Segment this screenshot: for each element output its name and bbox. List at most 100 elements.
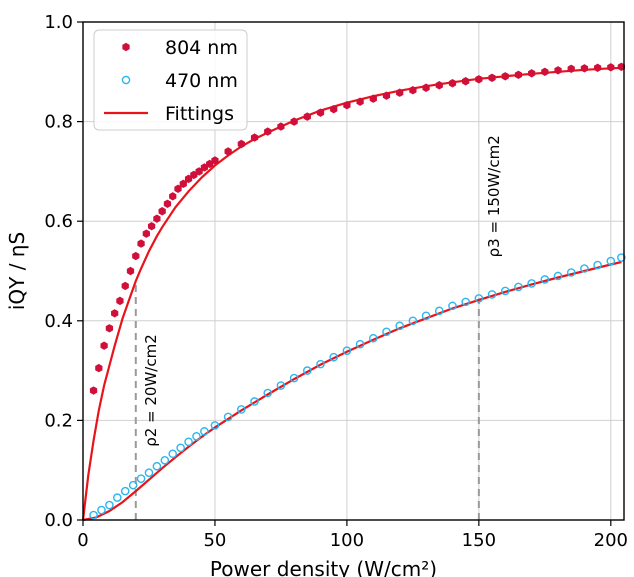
data-point-470nm (184, 437, 193, 447)
data-point-470nm (128, 480, 138, 490)
legend-label-804nm: 804 nm (165, 37, 238, 59)
data-point-804nm (369, 94, 377, 103)
y-tick-label: 0.4 (44, 311, 73, 332)
data-point-470nm (303, 366, 312, 375)
data-point-804nm (264, 127, 272, 136)
y-tick-label: 0.6 (44, 211, 73, 232)
data-point-470nm (606, 256, 616, 266)
data-point-804nm (435, 81, 443, 90)
data-point-804nm (501, 72, 509, 81)
series-804nm-points (89, 62, 625, 395)
data-point-804nm (132, 251, 140, 261)
data-point-804nm (567, 64, 575, 74)
data-point-470nm (448, 301, 457, 311)
data-point-804nm (488, 73, 496, 82)
data-point-470nm (152, 461, 162, 471)
data-point-804nm (554, 66, 562, 75)
data-point-804nm (100, 341, 108, 350)
data-point-804nm (126, 266, 135, 276)
data-point-470nm (474, 294, 484, 303)
data-point-804nm (330, 104, 338, 114)
data-point-470nm (276, 381, 286, 390)
data-point-804nm (158, 207, 166, 216)
ticks: 0 50 100 150 200 0.0 0.2 0.4 0.6 0.8 1.0 (44, 12, 628, 551)
x-axis-title: Power density (W/cm²) (210, 557, 437, 577)
data-point-804nm (475, 75, 483, 84)
annotation-label: ρ2 = 20W/cm2 (142, 334, 160, 447)
data-point-470nm (237, 405, 246, 414)
data-point-804nm (462, 77, 470, 86)
data-point-804nm (580, 64, 589, 73)
data-point-804nm (356, 97, 364, 106)
data-point-470nm (461, 297, 470, 307)
data-point-804nm (607, 63, 615, 72)
series-470nm-points (89, 253, 626, 520)
data-point-804nm (316, 108, 325, 117)
data-point-804nm (211, 156, 219, 165)
data-point-804nm (528, 69, 536, 78)
fitting-curve (81, 66, 622, 521)
x-tick-label: 100 (330, 530, 364, 551)
y-tick-label: 0.2 (44, 410, 73, 431)
data-point-804nm (224, 147, 232, 156)
data-point-470nm (113, 493, 122, 502)
data-point-470nm (316, 359, 325, 369)
data-point-470nm (89, 510, 98, 520)
data-point-804nm (169, 192, 177, 201)
data-point-804nm (174, 184, 182, 194)
data-point-470nm (434, 306, 444, 316)
legend: 804 nm 470 nm Fittings (93, 29, 248, 131)
data-point-470nm (176, 443, 185, 453)
data-point-470nm (395, 321, 404, 331)
data-point-804nm (593, 63, 602, 73)
data-point-470nm (168, 449, 178, 459)
data-point-470nm (500, 286, 510, 296)
data-point-470nm (120, 486, 130, 496)
data-point-470nm (593, 260, 602, 270)
data-point-804nm (95, 363, 103, 373)
data-point-470nm (408, 316, 418, 326)
legend-label-fittings: Fittings (165, 103, 234, 125)
data-point-470nm (617, 253, 626, 262)
data-point-804nm (142, 229, 150, 238)
axis-titles: Power density (W/cm²) iQY / ηS (5, 232, 437, 577)
y-tick-label: 0.0 (44, 510, 73, 531)
data-point-804nm (105, 324, 114, 333)
data-point-470nm (487, 290, 497, 299)
data-point-470nm (263, 388, 273, 398)
x-tick-label: 0 (77, 530, 88, 551)
data-point-470nm (250, 397, 259, 406)
fitting-curve (82, 260, 622, 522)
data-point-804nm (343, 100, 351, 110)
legend-marker-804nm (122, 42, 130, 52)
data-point-804nm (448, 79, 457, 88)
plot-frame (82, 21, 625, 521)
fit-lines (81, 66, 622, 522)
data-point-470nm (210, 421, 220, 430)
data-point-804nm (163, 199, 172, 208)
data-point-804nm (250, 133, 259, 142)
y-axis-title: iQY / ηS (5, 232, 29, 310)
data-point-470nm (223, 412, 233, 422)
data-point-470nm (200, 427, 209, 436)
data-point-470nm (342, 346, 352, 355)
data-point-804nm (147, 221, 156, 231)
data-point-804nm (111, 309, 119, 318)
data-point-470nm (144, 468, 154, 477)
data-point-804nm (409, 86, 417, 95)
data-point-470nm (382, 327, 391, 337)
data-point-804nm (237, 139, 245, 149)
y-tick-label: 0.8 (44, 112, 73, 133)
data-point-804nm (382, 91, 391, 100)
data-point-804nm (153, 214, 161, 223)
annotation-label: ρ3 = 150W/cm2 (485, 135, 503, 257)
data-point-470nm (566, 268, 576, 277)
data-point-470nm (192, 432, 201, 441)
legend-label-470nm: 470 nm (165, 70, 238, 92)
data-point-804nm (514, 70, 523, 79)
data-point-804nm (422, 83, 430, 92)
legend-box (93, 29, 248, 131)
data-point-804nm (121, 281, 129, 291)
y-tick-label: 1.0 (44, 12, 73, 33)
